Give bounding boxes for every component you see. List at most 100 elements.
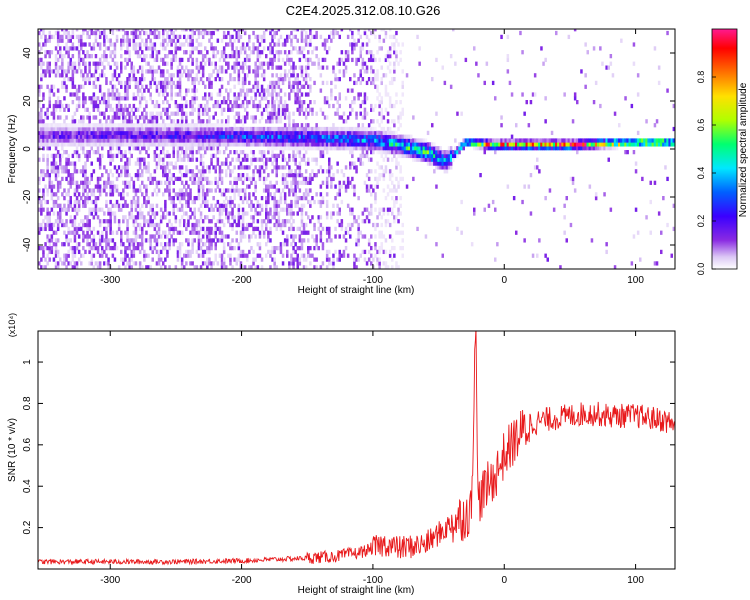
spectrogram-cell	[170, 80, 173, 86]
spectrogram-cell	[380, 142, 383, 147]
spectrogram-cell	[178, 142, 182, 147]
spectrogram-cell	[138, 103, 142, 109]
spectrogram-cell	[183, 111, 186, 116]
spectrogram-cell	[277, 54, 281, 59]
spectrogram-cell	[248, 57, 251, 63]
spectrogram-cell	[338, 77, 341, 82]
spectrogram-cell	[122, 115, 125, 120]
spectrogram-cell	[359, 138, 362, 143]
spectrogram-cell	[195, 249, 199, 255]
spectrogram-cell	[136, 242, 140, 247]
spectrogram-cell	[162, 230, 165, 235]
spectrogram-cell	[220, 169, 224, 174]
spectrogram-cell	[292, 238, 295, 243]
spectrogram-cell	[359, 73, 362, 78]
spectrogram-cell	[208, 96, 211, 101]
spectrogram-cell	[281, 150, 285, 155]
spectrogram-cell	[183, 134, 186, 139]
spectrogram-cell	[313, 226, 316, 232]
spectrogram-cell	[246, 73, 249, 78]
spectrogram-cell	[115, 203, 119, 208]
spectrogram-cell	[233, 92, 236, 97]
spectrogram-cell	[84, 153, 87, 159]
spectrogram-cell	[48, 123, 51, 128]
spectrogram-cell	[178, 57, 182, 63]
spectrogram-cell	[143, 146, 146, 151]
spectrogram-cell	[235, 238, 238, 243]
spectrogram-cell	[374, 84, 377, 89]
spectrogram-cell	[269, 238, 272, 243]
spectrogram-cell	[214, 246, 217, 251]
spectrogram-cell	[292, 188, 295, 193]
spectrogram-cell	[107, 92, 110, 97]
spectrogram-cell	[206, 238, 209, 243]
spectrogram-cell	[267, 119, 270, 124]
spectrogram-cell	[65, 169, 68, 174]
spectrogram-cell	[351, 100, 354, 105]
spectrogram-cell	[393, 138, 396, 143]
spectrogram-cell	[191, 211, 194, 216]
spectrogram-cell	[138, 142, 142, 147]
spectrogram-cell	[191, 77, 194, 82]
spectrogram-cell	[227, 30, 230, 36]
spectrogram-cell	[145, 111, 148, 116]
spectrogram-cell	[46, 222, 49, 228]
spectrogram-cell	[290, 169, 293, 174]
spectrogram-cell	[294, 126, 297, 132]
spectrogram-cell	[151, 69, 154, 74]
spectrogram-cell	[361, 100, 365, 105]
spectrogram-cell	[378, 130, 381, 136]
spectrogram-cell	[225, 119, 228, 124]
spectrogram-cell	[279, 226, 283, 232]
spectrogram-cell	[277, 103, 281, 109]
spectrogram-cell	[155, 138, 159, 143]
spectrogram-cell	[243, 130, 247, 136]
spectrogram-cell	[61, 138, 64, 143]
spectrogram-cell	[113, 50, 117, 55]
spectrogram-cell	[311, 196, 314, 201]
spectrogram-cell	[370, 150, 373, 155]
spectrogram-cell	[195, 150, 199, 155]
spectrogram-cell	[241, 29, 245, 32]
spectrogram-cell	[128, 57, 131, 63]
spectrogram-cell	[59, 107, 62, 112]
spectrogram-cell	[204, 138, 207, 143]
spectrogram-cell	[351, 138, 354, 143]
spectrogram-cell	[283, 77, 287, 82]
spectrogram-cell	[193, 226, 196, 232]
spectrogram-cell	[367, 176, 371, 182]
spectrogram-cell	[252, 169, 255, 174]
spectrogram-cell	[109, 142, 112, 147]
spectrogram-cell	[254, 188, 257, 193]
spectrogram-cell	[309, 38, 312, 43]
spectrogram-cell	[155, 211, 159, 216]
spectrogram-cell	[376, 96, 379, 101]
spectrogram-cell	[237, 153, 241, 159]
spectrogram-cell	[208, 138, 211, 143]
spectrogram-cell	[258, 211, 262, 216]
spectrogram-cell	[201, 65, 205, 70]
spectrogram-cell	[288, 142, 291, 147]
spectrogram-cell	[313, 80, 316, 86]
spectrogram-cell	[82, 142, 85, 147]
spectrogram-cell	[67, 153, 70, 159]
spectrogram-cell	[338, 134, 341, 139]
spectrogram-cell	[359, 126, 362, 132]
spectrogram-cell	[54, 199, 58, 205]
spectrogram-cell	[357, 29, 360, 32]
spectrogram-cell	[38, 103, 41, 109]
spectrogram-cell	[117, 142, 121, 147]
spectrogram-cell	[46, 107, 49, 112]
spectrogram-cell	[103, 115, 106, 120]
spectrogram-cell	[315, 157, 318, 162]
spectrogram-cell	[122, 34, 125, 40]
spectrogram-cell	[164, 242, 167, 247]
spectrogram-cell	[290, 73, 293, 78]
spectrogram-cell	[101, 130, 104, 136]
spectrogram-cell	[218, 130, 222, 136]
spectrogram-cell	[319, 73, 323, 78]
spectrogram-cell	[50, 226, 54, 232]
spectrogram-cell	[218, 203, 222, 208]
spectrogram-cell	[256, 253, 260, 258]
spectrogram-cell	[269, 111, 272, 116]
